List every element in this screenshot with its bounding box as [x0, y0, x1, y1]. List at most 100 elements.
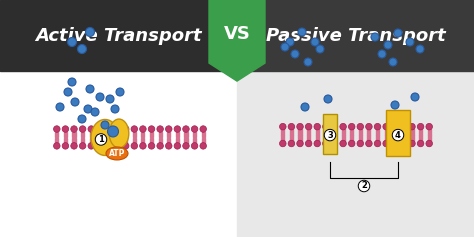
Circle shape [64, 88, 72, 96]
Bar [290, 129, 293, 135]
Circle shape [383, 123, 390, 130]
Circle shape [298, 28, 306, 36]
Circle shape [116, 88, 124, 96]
Circle shape [340, 140, 346, 147]
Circle shape [79, 126, 86, 132]
Circle shape [391, 101, 399, 109]
Bar [316, 129, 319, 135]
Bar [184, 132, 188, 137]
Circle shape [62, 126, 69, 132]
Bar [410, 129, 413, 135]
Circle shape [71, 143, 77, 149]
Circle shape [374, 140, 381, 147]
Circle shape [426, 140, 432, 147]
Circle shape [301, 103, 309, 111]
Bar [376, 135, 379, 141]
Circle shape [85, 27, 94, 36]
Circle shape [78, 45, 86, 54]
Bar [393, 135, 396, 141]
Bar [193, 132, 196, 137]
Circle shape [371, 33, 379, 41]
Circle shape [314, 140, 320, 147]
Circle shape [157, 126, 164, 132]
Circle shape [105, 143, 112, 149]
Circle shape [71, 126, 77, 132]
Bar [64, 132, 67, 137]
Circle shape [374, 123, 381, 130]
Bar [428, 129, 431, 135]
Bar [116, 138, 118, 143]
Text: VS: VS [224, 25, 250, 43]
Bar [90, 132, 93, 137]
Circle shape [357, 140, 364, 147]
Bar [402, 135, 405, 141]
Bar [281, 129, 284, 135]
Circle shape [281, 43, 289, 51]
Circle shape [392, 123, 398, 130]
Circle shape [305, 123, 312, 130]
Bar [201, 138, 205, 143]
Bar [350, 129, 353, 135]
Bar [367, 135, 371, 141]
Circle shape [114, 143, 120, 149]
Bar [150, 132, 153, 137]
Bar [107, 132, 110, 137]
Circle shape [291, 50, 299, 58]
Circle shape [392, 140, 398, 147]
Circle shape [131, 143, 137, 149]
Circle shape [67, 37, 76, 46]
Bar [98, 138, 101, 143]
Circle shape [406, 38, 414, 46]
Circle shape [68, 78, 76, 86]
Circle shape [56, 103, 64, 111]
Bar [167, 132, 170, 137]
Circle shape [97, 143, 103, 149]
Circle shape [297, 123, 303, 130]
Circle shape [426, 123, 432, 130]
Circle shape [97, 126, 103, 132]
Circle shape [311, 38, 319, 46]
Circle shape [84, 105, 92, 113]
Circle shape [400, 140, 407, 147]
Bar [419, 129, 422, 135]
Circle shape [182, 126, 189, 132]
Bar [73, 132, 75, 137]
Circle shape [323, 140, 329, 147]
Bar [150, 138, 153, 143]
Bar [176, 132, 179, 137]
Circle shape [394, 29, 402, 37]
Circle shape [409, 140, 415, 147]
Ellipse shape [109, 119, 129, 148]
Circle shape [182, 143, 189, 149]
Circle shape [148, 143, 155, 149]
Bar [90, 138, 93, 143]
Bar [376, 129, 379, 135]
Bar [324, 135, 328, 141]
Bar [386, 110, 410, 156]
Bar [333, 135, 336, 141]
Bar [124, 132, 127, 137]
Circle shape [417, 123, 424, 130]
Bar [367, 129, 371, 135]
Bar [290, 135, 293, 141]
Bar [124, 138, 127, 143]
Circle shape [122, 126, 129, 132]
Bar [384, 129, 388, 135]
Circle shape [78, 115, 86, 123]
Bar [133, 138, 136, 143]
Circle shape [348, 123, 355, 130]
Ellipse shape [91, 119, 119, 155]
Bar [0, 71, 237, 237]
Circle shape [105, 126, 112, 132]
Bar [299, 135, 301, 141]
Text: 2: 2 [361, 182, 367, 191]
Circle shape [122, 143, 129, 149]
Bar [81, 132, 84, 137]
Bar [299, 129, 301, 135]
Circle shape [111, 105, 119, 113]
Circle shape [88, 143, 94, 149]
Circle shape [79, 143, 86, 149]
Circle shape [389, 58, 397, 66]
Bar [410, 135, 413, 141]
Bar [402, 129, 405, 135]
